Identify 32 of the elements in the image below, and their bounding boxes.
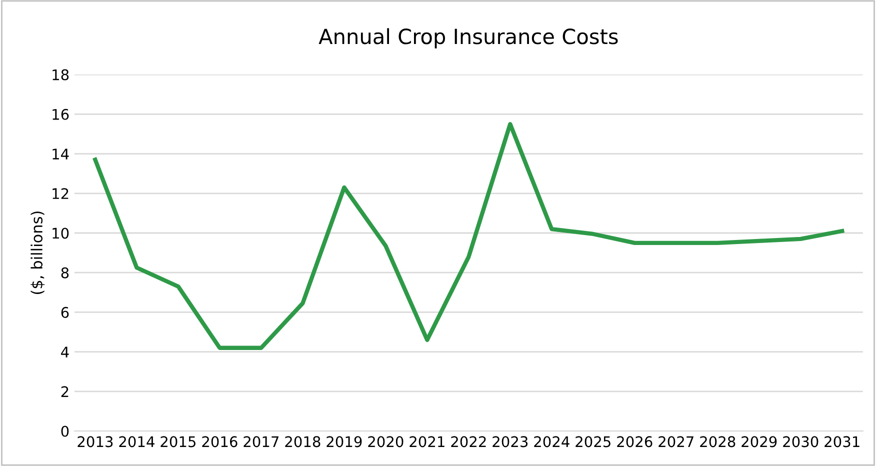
y-tick-label: 18 — [52, 69, 69, 80]
y-tick-label: 4 — [61, 346, 69, 358]
x-tick-label: 2029 — [742, 436, 777, 448]
y-tick-label: 16 — [52, 108, 69, 120]
y-tick-label: 6 — [61, 306, 69, 318]
x-tick-label: 2031 — [824, 436, 860, 448]
y-tick-label: 10 — [52, 228, 69, 239]
x-tick-label: 2013 — [78, 436, 113, 448]
x-tick-label: 2019 — [326, 436, 362, 448]
x-tick-label: 2015 — [160, 436, 196, 448]
y-tick-label: 0 — [61, 426, 69, 437]
y-tick-label: 8 — [61, 267, 69, 278]
line-series — [93, 122, 844, 350]
chart-title: Annual Crop Insurance Costs — [318, 28, 618, 48]
x-tick-label: 2024 — [534, 436, 570, 448]
x-tick-label: 2017 — [244, 436, 278, 448]
x-tick-label: 2021 — [410, 436, 444, 448]
x-tick-label: 2018 — [285, 436, 320, 448]
y-tick-label: 12 — [52, 188, 68, 199]
x-tick-label: 2030 — [783, 436, 818, 448]
x-tick-label: 2027 — [658, 436, 694, 448]
x-tick-label: 2025 — [576, 436, 610, 448]
x-tick-label: 2026 — [617, 436, 652, 448]
x-tick-label: 2020 — [368, 436, 404, 448]
y-tick-label: 2 — [61, 386, 68, 397]
y-axis-title: ($, billions) — [30, 212, 45, 294]
x-tick-label: 2014 — [119, 436, 154, 448]
x-tick-label: 2028 — [700, 436, 736, 448]
y-tick-label: 14 — [52, 148, 69, 160]
x-tick-label: 2022 — [451, 436, 486, 448]
x-tick-label: 2023 — [492, 436, 528, 448]
x-tick-label: 2016 — [202, 436, 238, 448]
